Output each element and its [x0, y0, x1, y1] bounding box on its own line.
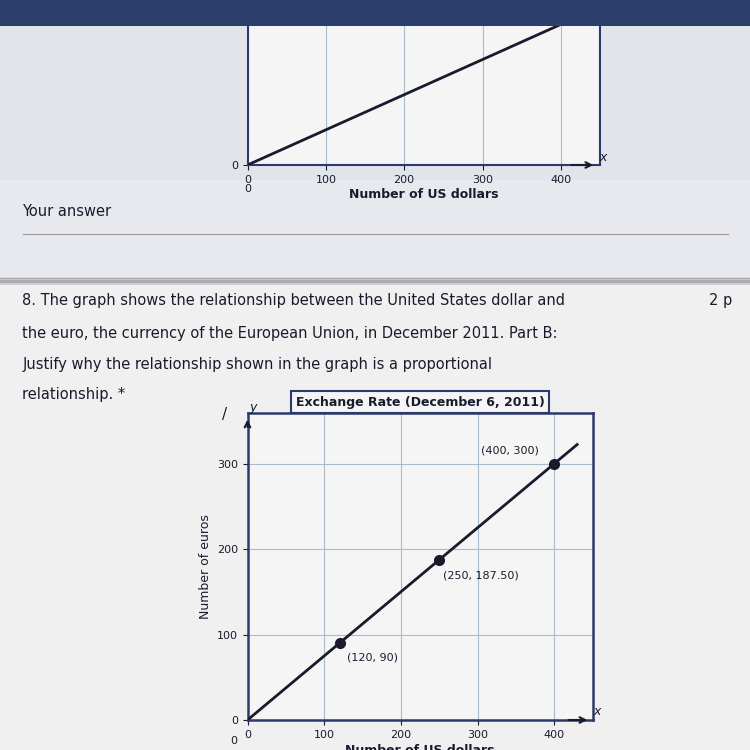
Title: Exchange Rate (December 6, 2011): Exchange Rate (December 6, 2011) [296, 395, 544, 409]
Text: /: / [222, 406, 227, 422]
Text: (400, 300): (400, 300) [482, 446, 539, 455]
Text: y: y [250, 401, 257, 414]
Text: ● New Tab: ● New Tab [22, 8, 75, 18]
Text: Justify why the relationship shown in the graph is a proportional: Justify why the relationship shown in th… [22, 356, 493, 371]
Text: the euro, the currency of the European Union, in December 2011. Part B:: the euro, the currency of the European U… [22, 326, 558, 341]
Text: x: x [599, 151, 607, 164]
X-axis label: Number of US dollars: Number of US dollars [349, 188, 499, 200]
Text: 0: 0 [230, 736, 237, 746]
Text: 2 p: 2 p [709, 292, 732, 308]
Text: 8. The graph shows the relationship between the United States dollar and: 8. The graph shows the relationship betw… [22, 292, 566, 308]
Text: relationship. *: relationship. * [22, 387, 126, 402]
Y-axis label: Number of euros: Number of euros [200, 514, 212, 619]
Text: 0: 0 [244, 184, 251, 194]
Text: x: x [593, 705, 601, 718]
X-axis label: Number of US dollars: Number of US dollars [345, 744, 495, 750]
Text: (250, 187.50): (250, 187.50) [443, 571, 519, 580]
Text: Your answer: Your answer [22, 205, 112, 219]
Text: (120, 90): (120, 90) [347, 652, 398, 662]
